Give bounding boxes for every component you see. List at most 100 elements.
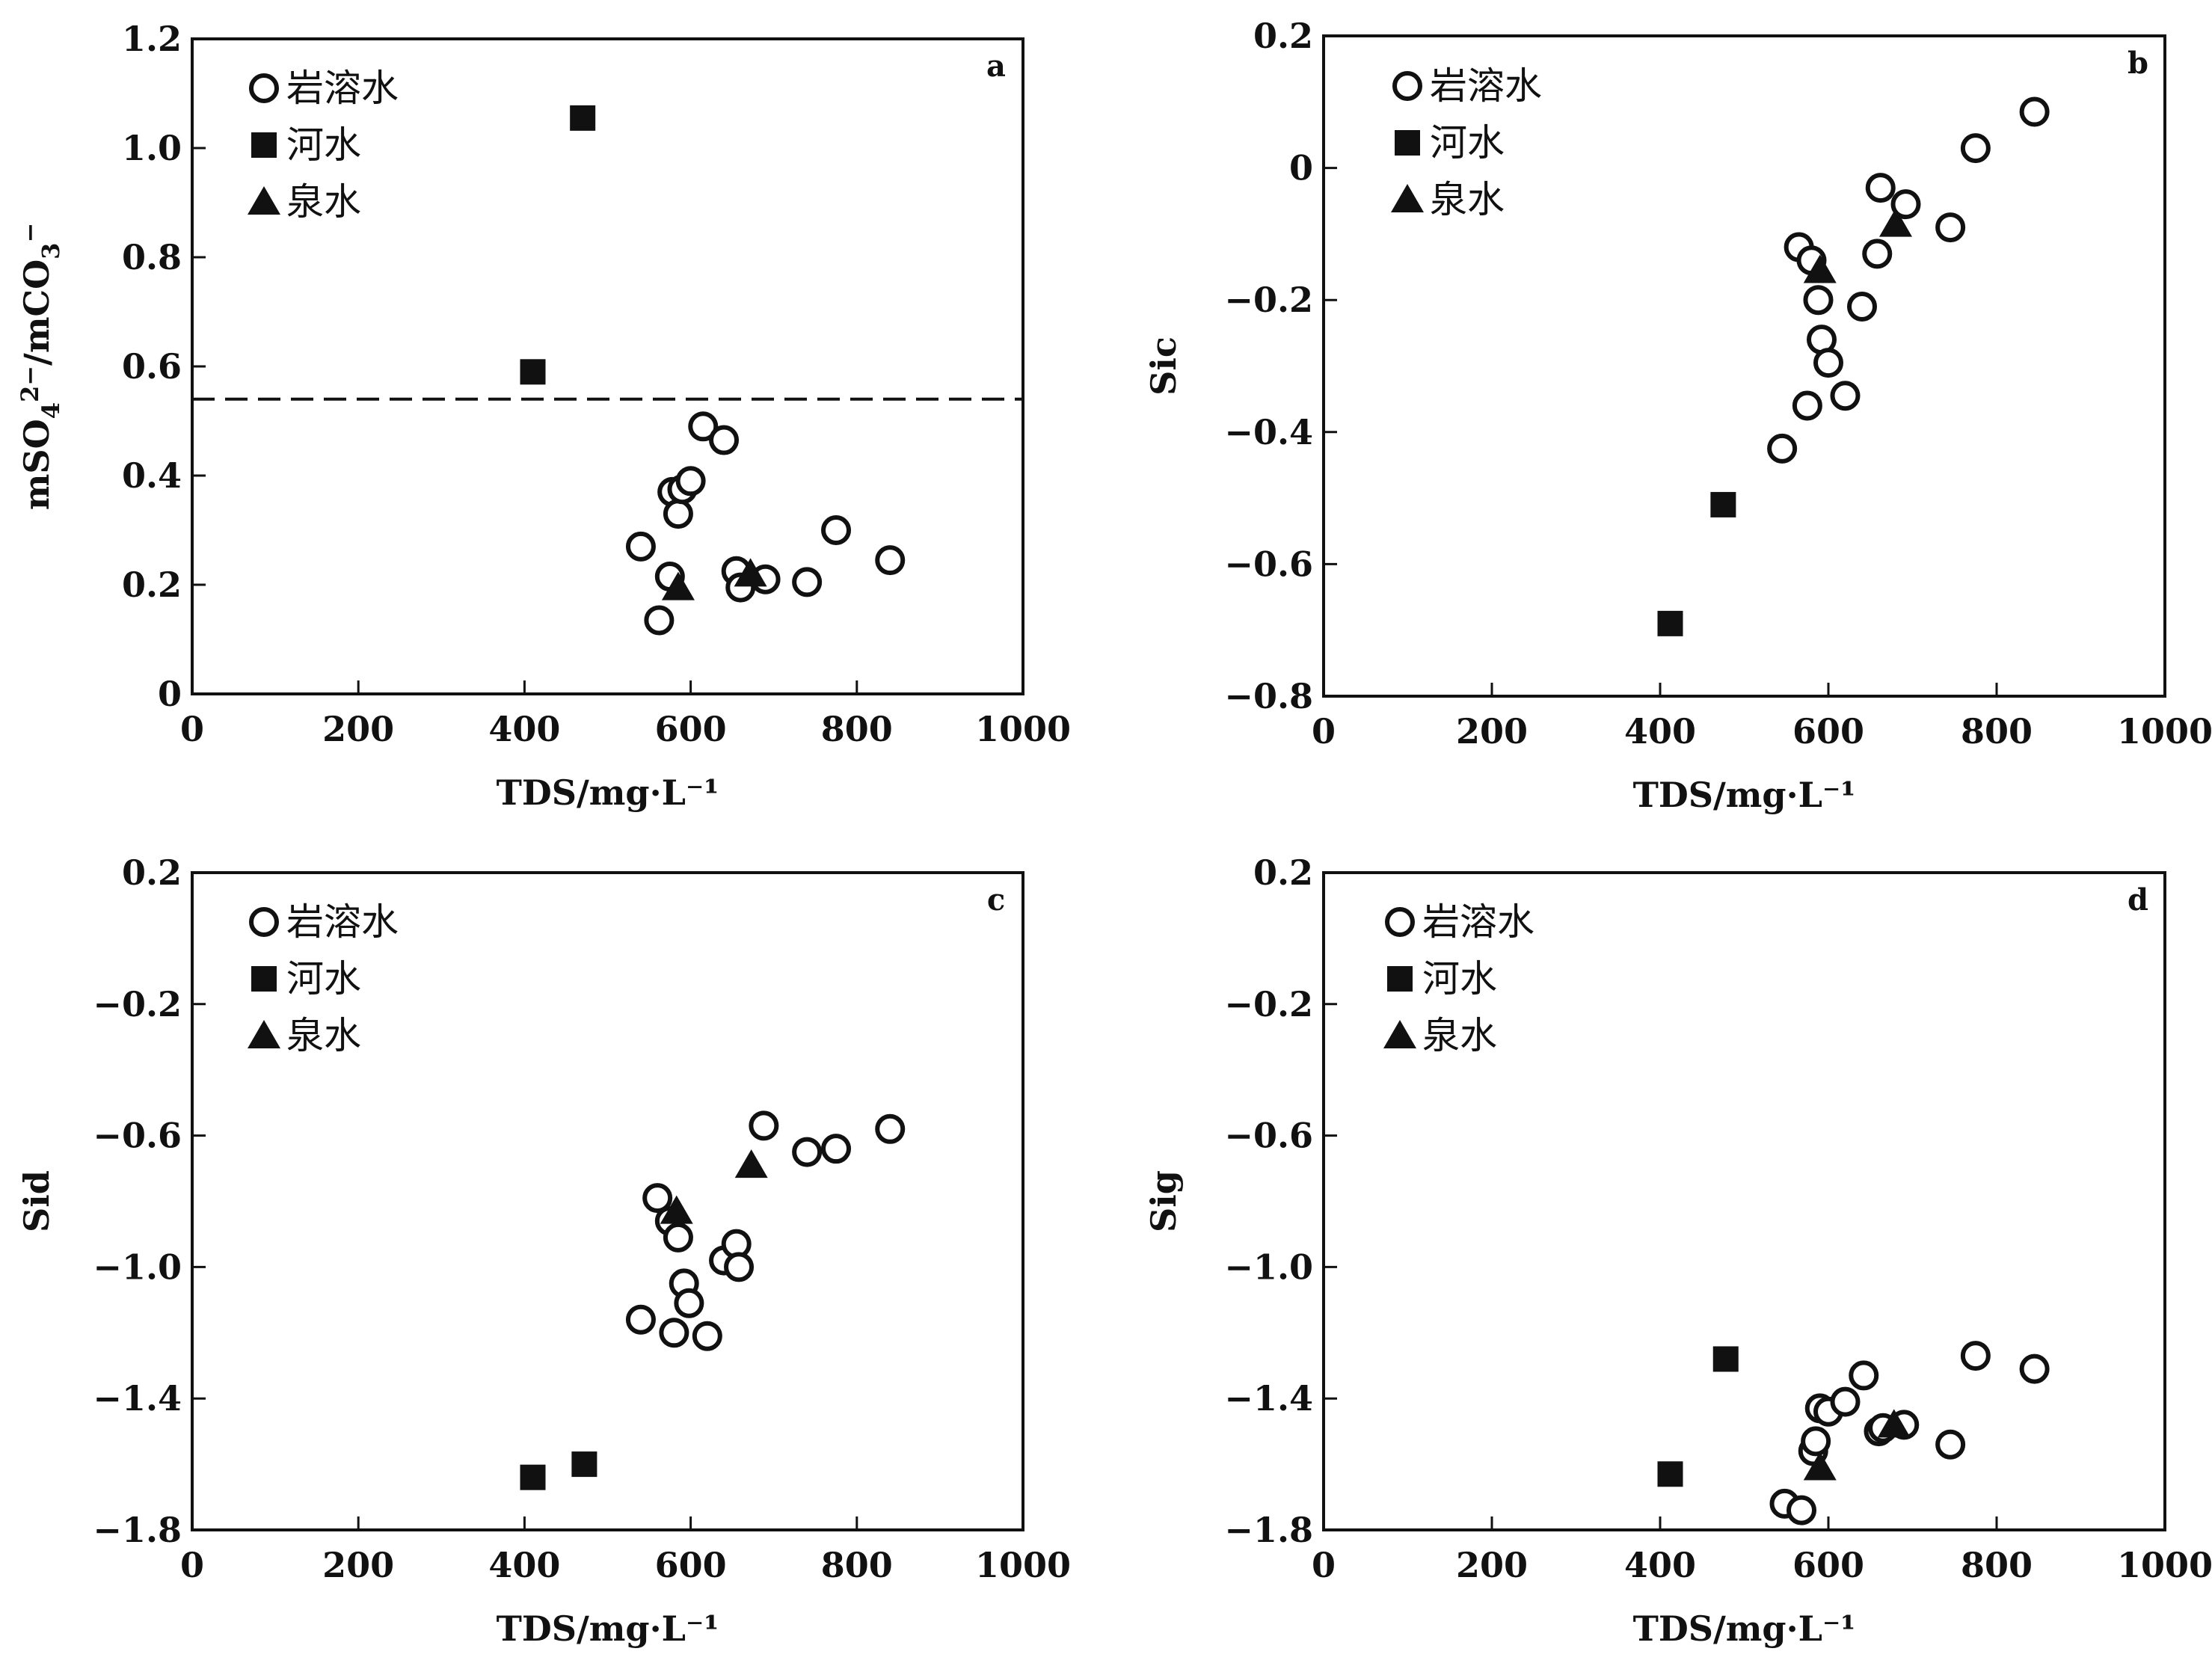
data-point xyxy=(1801,1426,1831,1457)
data-point xyxy=(734,558,767,587)
y-axis-title-part: mSO xyxy=(16,419,57,510)
data-point xyxy=(674,1288,704,1318)
x-tick-label: 200 xyxy=(1456,1545,1528,1585)
y-tick-label: 0 xyxy=(1289,148,1313,188)
panel-letter: d xyxy=(2127,882,2148,918)
legend-label: 河水 xyxy=(1422,957,1497,1001)
legend-marker xyxy=(1395,130,1420,156)
y-tick-label: 0.2 xyxy=(122,852,182,893)
y-tick-label: 0.6 xyxy=(122,346,182,387)
data-point xyxy=(792,1137,823,1167)
legend-marker xyxy=(251,132,277,158)
plot-frame xyxy=(191,871,1024,1531)
y-axis-title: Sid xyxy=(16,1170,57,1232)
data-point xyxy=(1890,189,1921,220)
x-tick-label: 800 xyxy=(821,1545,893,1585)
y-tick-label: 0.2 xyxy=(1253,16,1313,56)
data-point xyxy=(1865,173,1896,203)
y-tick-label: 0.8 xyxy=(122,237,182,277)
x-tick-label: 800 xyxy=(1961,711,2033,752)
panel-a: 0 200 400 600 800 1000 0 0.2 0.4 0.6 0.8 1.0 1.2 TDS/… xyxy=(16,19,1071,813)
data-point xyxy=(1792,390,1822,421)
x-tick-label: 400 xyxy=(1624,711,1696,752)
data-point xyxy=(659,1318,689,1348)
y-tick-label: 1.0 xyxy=(122,128,182,168)
x-axis-title: TDS/mg·L⁻¹ xyxy=(497,772,719,813)
y-tick-label: −0.2 xyxy=(1224,984,1313,1024)
y-tick-label: −0.2 xyxy=(93,984,182,1024)
y-tick-label: 0.4 xyxy=(122,455,182,496)
x-tick-label: 600 xyxy=(1792,1545,1864,1585)
legend-marker xyxy=(1387,966,1413,992)
data-point xyxy=(821,515,852,545)
data-point xyxy=(2019,96,2050,127)
data-point xyxy=(1767,433,1798,464)
data-point xyxy=(1935,212,1966,243)
data-point xyxy=(1830,1386,1861,1417)
legend-label: 岩溶水 xyxy=(1430,64,1542,108)
data-point xyxy=(1849,1360,1879,1391)
y-tick-label: −0.2 xyxy=(1224,280,1313,320)
panel-d: 0 200 400 600 800 1000 −1.8 −1.4 −1.0 −0.6 −0.2 0.2… xyxy=(1143,852,2212,1649)
x-tick-label: 600 xyxy=(655,1545,727,1585)
x-axis-title: TDS/mg·L⁻¹ xyxy=(1633,1608,1856,1649)
panel-letter: b xyxy=(2127,46,2148,81)
legend-marker xyxy=(251,966,277,992)
x-tick-label: 1000 xyxy=(2117,711,2212,752)
legend-marker xyxy=(248,186,280,215)
data-point xyxy=(520,359,546,385)
data-point xyxy=(792,567,823,597)
data-point xyxy=(625,531,656,562)
x-tick-label: 200 xyxy=(322,1545,394,1585)
x-tick-label: 0 xyxy=(180,709,204,749)
x-tick-label: 800 xyxy=(821,709,893,749)
legend-item: 泉水 xyxy=(248,1014,361,1057)
series-open-circle xyxy=(1769,1341,2050,1525)
series-filled-square xyxy=(1657,491,1736,636)
y-tick-label: −0.6 xyxy=(93,1116,182,1156)
y-axis-title-part: 4 xyxy=(37,402,65,419)
legend-marker xyxy=(248,1020,280,1048)
y-axis-title-part: 3 xyxy=(37,243,65,259)
legend-label: 泉水 xyxy=(1422,1014,1497,1057)
legend-marker xyxy=(1385,907,1415,937)
x-tick-label: 200 xyxy=(322,709,394,749)
legend-item: 岩溶水 xyxy=(1392,64,1542,108)
y-tick-label: 0.2 xyxy=(122,565,182,605)
x-tick-label: 1000 xyxy=(975,1545,1071,1585)
data-point xyxy=(724,1252,755,1282)
data-point xyxy=(749,1110,779,1141)
data-point xyxy=(570,105,596,131)
data-point xyxy=(875,545,906,576)
data-point xyxy=(1879,208,1912,237)
data-point xyxy=(1830,381,1861,411)
y-axis-title: mSO42−/mCO3− xyxy=(16,223,65,511)
legend-label: 泉水 xyxy=(286,180,361,224)
y-axis-title-part: /mCO xyxy=(16,259,57,366)
y-tick-label: −0.4 xyxy=(1224,412,1313,452)
data-point xyxy=(1803,1451,1837,1481)
data-point xyxy=(571,1451,597,1478)
x-tick-label: 0 xyxy=(1312,1545,1336,1585)
x-tick-label: 800 xyxy=(1961,1545,2033,1585)
data-point xyxy=(1657,1461,1683,1487)
y-axis-title: Sig xyxy=(1143,1170,1184,1232)
x-axis-title: TDS/mg·L⁻¹ xyxy=(1633,775,1856,815)
legend-item: 泉水 xyxy=(1391,178,1505,221)
x-axis-title: TDS/mg·L⁻¹ xyxy=(497,1608,719,1649)
panel-letter: c xyxy=(987,882,1005,918)
legend-label: 岩溶水 xyxy=(286,900,399,944)
legend-label: 河水 xyxy=(286,957,361,1001)
y-tick-label: −1.4 xyxy=(93,1378,182,1419)
data-point xyxy=(734,1149,768,1178)
data-point xyxy=(692,1321,722,1351)
legend-item: 岩溶水 xyxy=(249,900,399,944)
legend-label: 泉水 xyxy=(286,1014,361,1057)
data-point xyxy=(1935,1429,1966,1460)
data-point xyxy=(642,1183,673,1214)
x-tick-label: 600 xyxy=(1792,711,1864,752)
y-tick-label: −1.8 xyxy=(93,1510,182,1550)
x-tick-label: 400 xyxy=(488,709,560,749)
data-point xyxy=(1877,1409,1911,1438)
